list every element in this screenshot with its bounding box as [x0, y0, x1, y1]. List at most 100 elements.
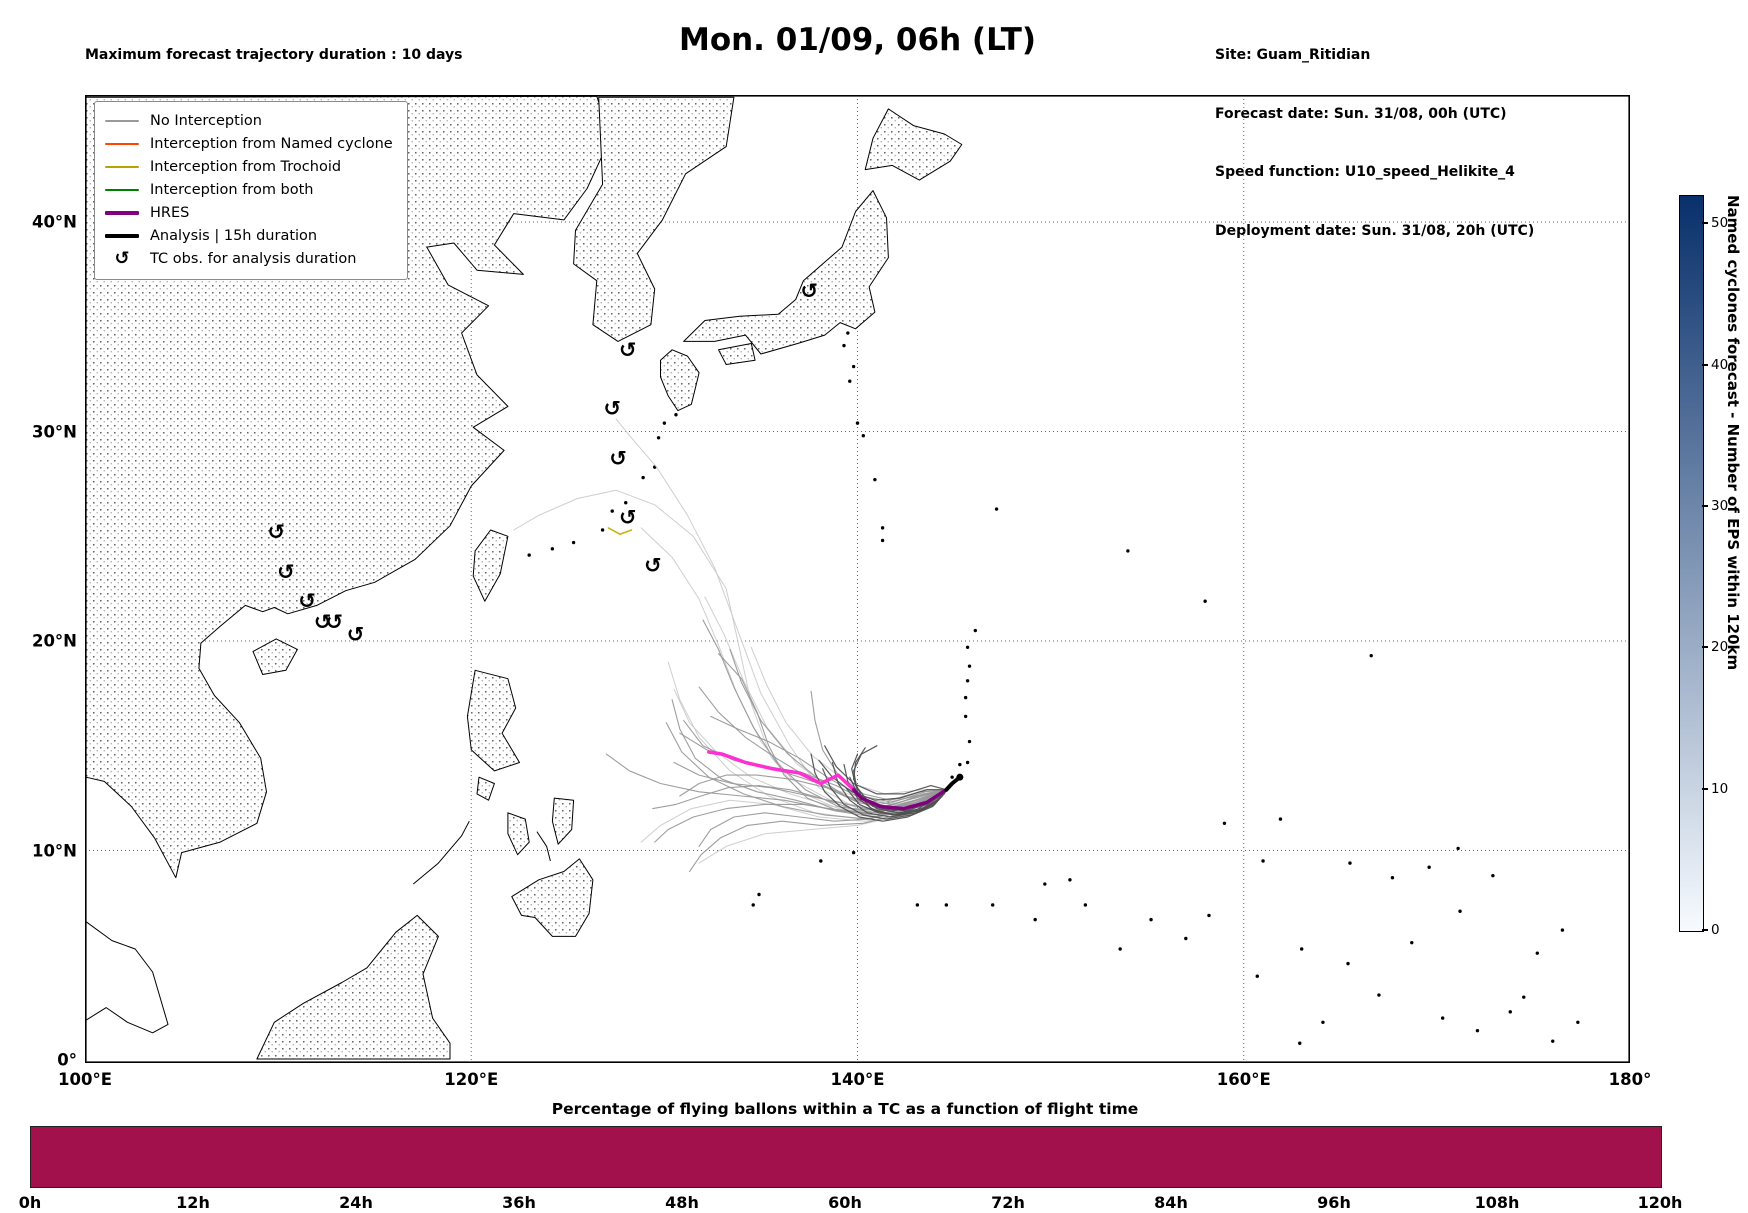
coastline: [85, 921, 169, 1034]
legend-line: [105, 233, 139, 238]
island-dot: [1083, 903, 1088, 907]
legend-swatch: [105, 233, 139, 238]
trajectory-no-interception: [640, 527, 947, 810]
tc-obs-symbol: ↺: [609, 447, 627, 471]
colorbar-tick-label: 40: [1711, 356, 1729, 373]
island-dot: [1298, 1041, 1302, 1045]
forecast-date-text: Forecast date: Sun. 31/08, 00h (UTC): [1215, 105, 1507, 122]
island-dot: [965, 679, 970, 683]
flight-time-tick-label: 84h: [1154, 1193, 1188, 1212]
trajectory-no-interception: [665, 722, 947, 820]
island-dot: [1278, 817, 1283, 821]
trajectory-no-interception: [824, 745, 947, 795]
lat-tick-label: 0°: [57, 1050, 77, 1070]
island-dot: [965, 645, 970, 649]
tc-obs-symbol: ↺: [277, 560, 295, 584]
island-dot: [571, 540, 576, 545]
legend-swatch: [105, 188, 139, 191]
island-dot: [994, 507, 999, 511]
island-dot: [1522, 995, 1526, 999]
lat-tick-label: 40°N: [31, 212, 77, 232]
island-dot: [600, 528, 605, 532]
legend-line: [105, 165, 139, 168]
island-dot: [1458, 909, 1462, 913]
island-dot: [880, 526, 885, 530]
legend-item: Interception from Named cyclone: [105, 132, 393, 155]
site-info-block: Site: Guam_Ritidian Forecast date: Sun. …: [1215, 7, 1534, 280]
island-dot: [848, 379, 852, 383]
legend-swatch: [105, 142, 139, 145]
map-frame: [85, 95, 1630, 1063]
island-dot: [855, 421, 860, 425]
coastline: [551, 797, 575, 845]
flight-time-tick-label: 108h: [1474, 1193, 1520, 1212]
colorbar-tick-label: 50: [1711, 215, 1729, 232]
coastline: [683, 190, 889, 355]
colorbar-tick: [1702, 363, 1708, 366]
trajectory-no-interception: [615, 418, 947, 810]
legend-item: Analysis | 15h duration: [105, 224, 393, 247]
island-dot: [656, 436, 661, 440]
trajectory-no-interception: [750, 646, 947, 795]
lon-tick-label: 180°: [1608, 1070, 1652, 1089]
colorbar-tick: [1702, 504, 1708, 507]
bottom-chart-title: Percentage of flying ballons within a TC…: [551, 1100, 1139, 1118]
colorbar-label: Named cyclones forecast - Number of EPS …: [1724, 195, 1742, 671]
tc-obs-legend-icon: ↺: [114, 247, 130, 269]
launch-point: [956, 773, 964, 781]
island-dot: [963, 695, 968, 700]
island-dot: [662, 421, 667, 425]
interception-trochoid-segment: [607, 527, 633, 536]
trajectory-no-interception: [704, 596, 947, 803]
legend-swatch: [105, 165, 139, 168]
max-trajectory-duration-text: Maximum forecast trajectory duration : 1…: [85, 47, 463, 63]
legend-item: Interception from both: [105, 178, 393, 201]
coastline: [472, 529, 509, 602]
flight-time-tick-label: 24h: [339, 1193, 373, 1212]
colorbar-tick: [1702, 929, 1708, 931]
tc-obs-symbol: ↺: [619, 338, 637, 362]
coastline: [412, 820, 470, 885]
island-dot: [1377, 993, 1381, 997]
lon-tick-label: 160°E: [1216, 1070, 1271, 1089]
legend-swatch: [105, 119, 139, 122]
flight-time-tick-label: 96h: [1317, 1193, 1351, 1212]
island-dot: [950, 775, 954, 779]
map-legend: No Interception Interception from Named c…: [94, 101, 408, 280]
coastline: [252, 638, 298, 675]
island-dot: [1491, 873, 1495, 878]
tc-obs-symbol: ↺: [619, 505, 637, 529]
hres-trajectory: [851, 787, 949, 811]
coastline: [864, 108, 963, 181]
island-dot: [641, 475, 645, 480]
tc-obs-symbol: ↺: [325, 610, 343, 634]
trajectory-map: No Interception Interception from Named c…: [85, 95, 1630, 1063]
flight-time-tick-label: 12h: [176, 1193, 210, 1212]
legend-line: [105, 210, 139, 215]
island-dot: [1427, 865, 1431, 869]
island-dot: [1207, 913, 1211, 918]
island-dot: [842, 343, 846, 348]
island-dot: [674, 413, 678, 417]
deployment-date-text: Deployment date: Sun. 31/08, 20h (UTC): [1215, 222, 1535, 239]
coastline: [85, 95, 611, 879]
trajectory-no-interception: [822, 768, 947, 820]
legend-item: No Interception: [105, 109, 393, 132]
lon-tick-label: 120°E: [444, 1070, 499, 1089]
island-dot: [1043, 882, 1047, 886]
island-dot: [1475, 1028, 1480, 1033]
lon-tick-label: 100°E: [58, 1070, 112, 1089]
legend-swatch: [105, 210, 139, 215]
island-dot: [550, 547, 555, 551]
island-dot: [1551, 1039, 1555, 1043]
lat-tick-label: 10°N: [31, 841, 77, 860]
trajectory-no-interception: [810, 753, 947, 822]
island-dot: [1440, 1016, 1445, 1020]
colorbar-tick-label: 0: [1711, 922, 1720, 938]
legend-label: Interception from Named cyclone: [150, 135, 393, 152]
colorbar-tick-label: 30: [1711, 497, 1729, 514]
island-dot: [851, 364, 856, 369]
island-dot: [1255, 974, 1259, 978]
trajectory-no-interception: [513, 489, 947, 814]
legend-item: HRES: [105, 201, 393, 224]
